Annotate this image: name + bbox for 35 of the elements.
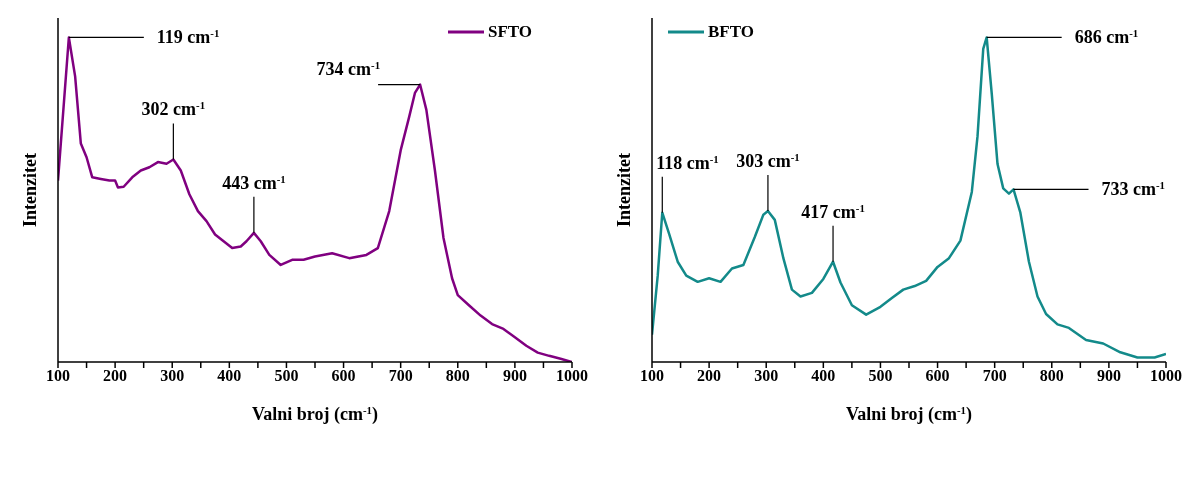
x-tick-label: 500 (868, 367, 893, 385)
x-axis-title: Valni broj (cm$^{-1}$) (251, 404, 379, 425)
annotation: 303 cm$^{-1}$ (736, 151, 800, 172)
annotation: 734 cm$^{-1}$ (316, 58, 381, 79)
x-tick-label: 400 (811, 367, 836, 385)
y-axis-title: Intenzitet (614, 153, 634, 227)
annotation: 119 cm$^{-1}$ (156, 27, 220, 48)
x-tick-label: 300 (754, 367, 779, 385)
x-tick-label: 1000 (1150, 367, 1182, 385)
y-axis-title: Intenzitet (20, 153, 40, 227)
x-tick-label: 400 (217, 367, 242, 385)
annotation: 686 cm$^{-1}$ (1074, 27, 1139, 48)
x-tick-label: 600 (331, 367, 356, 385)
annotation: 417 cm$^{-1}$ (801, 201, 865, 222)
x-tick-label: 800 (445, 367, 470, 385)
x-tick-label: 700 (982, 367, 1007, 385)
x-tick-label: 700 (388, 367, 413, 385)
x-tick-label: 1000 (556, 367, 588, 385)
x-tick-label: 800 (1039, 367, 1064, 385)
x-tick-label: 200 (103, 367, 128, 385)
annotation: 733 cm$^{-1}$ (1101, 179, 1165, 200)
x-axis-title: Valni broj (cm$^{-1}$) (845, 404, 973, 425)
x-tick-label: 900 (1096, 367, 1121, 385)
x-tick-label: 500 (274, 367, 299, 385)
x-tick-label: 300 (160, 367, 185, 385)
x-tick-label: 200 (697, 367, 722, 385)
x-tick-label: 900 (502, 367, 527, 385)
x-tick-label: 100 (640, 367, 664, 385)
legend-label: BFTO (708, 22, 754, 42)
annotation: 443 cm$^{-1}$ (222, 172, 286, 193)
annotation: 118 cm$^{-1}$ (656, 152, 719, 173)
x-tick-label: 600 (925, 367, 950, 385)
x-tick-label: 100 (46, 367, 70, 385)
annotation: 302 cm$^{-1}$ (141, 99, 206, 120)
legend-label: SFTO (488, 22, 533, 42)
